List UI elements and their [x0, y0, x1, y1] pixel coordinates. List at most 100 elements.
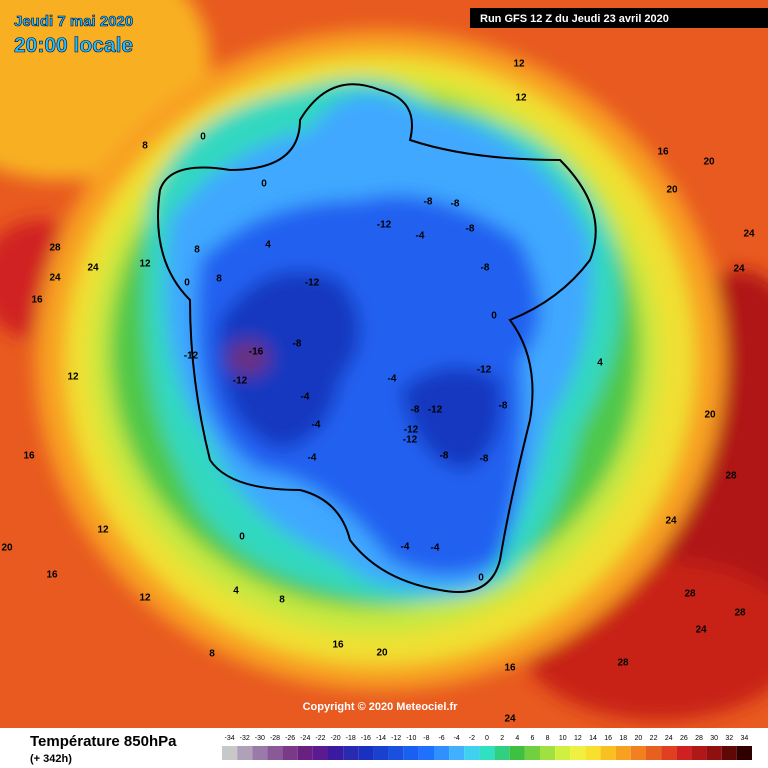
temperature-label: 28 [734, 608, 746, 619]
colorbar-label: -18 [346, 735, 356, 742]
temperature-label: -8 [480, 454, 489, 465]
color-swatch [297, 746, 313, 760]
color-swatch [661, 746, 677, 760]
temperature-label: -4 [431, 543, 440, 554]
temperature-label: -12 [404, 425, 419, 436]
temperature-label: -4 [401, 542, 410, 553]
colorbar-label: -20 [331, 735, 341, 742]
colorbar-label: -30 [255, 735, 265, 742]
colorbar-label: -10 [406, 735, 416, 742]
color-swatch [403, 746, 419, 760]
color-swatch [555, 746, 571, 760]
temperature-label: -12 [377, 220, 392, 231]
temperature-label: -4 [312, 420, 321, 431]
temperature-label: 28 [684, 589, 696, 600]
colorbar-label: 22 [650, 735, 658, 742]
temperature-label: -8 [481, 263, 490, 274]
color-swatch [600, 746, 616, 760]
color-swatch [691, 746, 707, 760]
temperature-label: 12 [139, 259, 151, 270]
valid-date: Jeudi 7 mai 2020 [14, 13, 133, 30]
color-swatch [328, 746, 344, 760]
color-swatch [646, 746, 662, 760]
colorbar-label: -4 [454, 735, 460, 742]
temperature-label: -12 [477, 365, 492, 376]
color-swatch [706, 746, 722, 760]
temperature-label: -4 [388, 374, 397, 385]
colorbar-label: 4 [515, 735, 519, 742]
color-swatch [267, 746, 283, 760]
color-swatch [373, 746, 389, 760]
temperature-label: 8 [209, 649, 215, 660]
color-swatch [494, 746, 510, 760]
temperature-label: -8 [424, 197, 433, 208]
colorbar-label: 18 [619, 735, 627, 742]
temperature-label: 12 [513, 59, 525, 70]
colorbar-label: -28 [270, 735, 280, 742]
colorbar-label: -24 [300, 735, 310, 742]
temperature-label: 20 [376, 648, 388, 659]
colorbar-label: -14 [376, 735, 386, 742]
colorbar-label: 14 [589, 735, 597, 742]
color-swatch [540, 746, 556, 760]
color-swatch [252, 746, 268, 760]
colorbar: -34 -32 -30 -28 -26 -24 -22 -20 -18 -16 -14 -12 -10-… [222, 735, 752, 760]
colorbar-label: -16 [361, 735, 371, 742]
temperature-label: 16 [31, 295, 43, 306]
color-swatch [615, 746, 631, 760]
colorbar-label: 34 [741, 735, 749, 742]
temperature-label: -16 [249, 347, 264, 358]
colorbar-label: 26 [680, 735, 688, 742]
temperature-label: 16 [504, 663, 516, 674]
temperature-label: 0 [491, 311, 497, 322]
copyright: Copyright © 2020 Meteociel.fr [303, 701, 459, 713]
temperature-label: 24 [665, 516, 677, 527]
temperature-label: 20 [704, 410, 716, 421]
colorbar-label: 8 [546, 735, 550, 742]
temperature-label: -8 [451, 199, 460, 210]
colorbar-label: -6 [438, 735, 444, 742]
temperature-label: 24 [695, 625, 707, 636]
temperature-label: 16 [23, 451, 35, 462]
temperature-label: 20 [666, 185, 678, 196]
colorbar-label: 24 [665, 735, 673, 742]
colorbar-label: -22 [315, 735, 325, 742]
temperature-label: 4 [233, 586, 239, 597]
color-swatch [388, 746, 404, 760]
temperature-label: -12 [305, 278, 320, 289]
color-swatch [343, 746, 359, 760]
temperature-label: 28 [617, 658, 629, 669]
temperature-labels: 28 24 24 16 12 8 4 0 -12 -12 -16 -12 -8 -4 -4 -4 -12 -8 -8… [1, 59, 755, 725]
colorbar-label: 30 [710, 735, 718, 742]
color-swatch [449, 746, 465, 760]
temperature-label: -8 [499, 401, 508, 412]
colorbar-label: -34 [225, 735, 235, 742]
color-swatch [282, 746, 298, 760]
temperature-label: 16 [46, 570, 58, 581]
colorbar-label: 0 [485, 735, 489, 742]
temperature-label: 0 [261, 179, 267, 190]
temperature-label: 24 [87, 263, 99, 274]
temperature-label: 24 [504, 714, 516, 725]
temperature-label: 4 [597, 358, 603, 369]
colorbar-label: 28 [695, 735, 703, 742]
color-swatch [570, 746, 586, 760]
temperature-label: 24 [49, 273, 61, 284]
temperature-label: -8 [411, 405, 420, 416]
legend-title: Température 850hPa [30, 733, 177, 750]
temperature-label: 12 [515, 93, 527, 104]
temperature-label: 12 [139, 593, 151, 604]
temperature-label: 24 [733, 264, 745, 275]
temperature-label: 0 [478, 573, 484, 584]
colorbar-label: 2 [500, 735, 504, 742]
colorbar-label: 32 [725, 735, 733, 742]
temperature-label: 28 [49, 243, 61, 254]
temperature-label: -8 [466, 224, 475, 235]
color-swatch [358, 746, 374, 760]
colorbar-label: 16 [604, 735, 612, 742]
temperature-label: 0 [200, 132, 206, 143]
temperature-label: 16 [332, 640, 344, 651]
temperature-label: 8 [194, 245, 200, 256]
color-swatch [630, 746, 646, 760]
